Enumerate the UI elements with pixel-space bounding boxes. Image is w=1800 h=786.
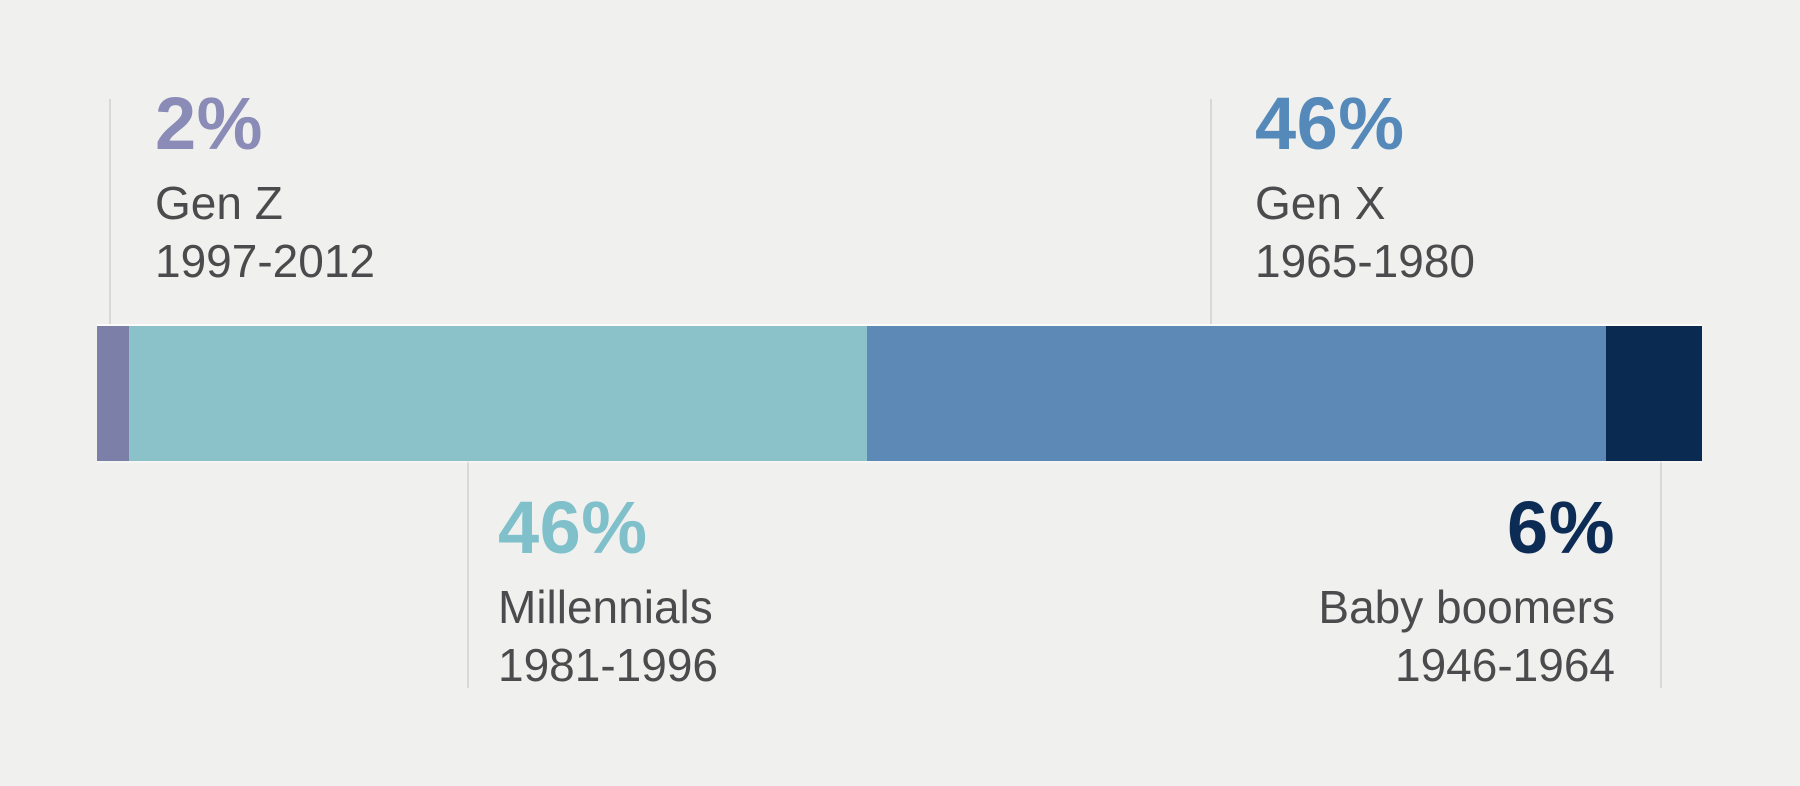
baby-boomers-name: Baby boomers bbox=[1318, 581, 1615, 633]
baby-boomers-years: 1946-1964 bbox=[1395, 639, 1615, 691]
millennials-percentage: 46% bbox=[498, 486, 648, 569]
bar-segment-baby-boomers bbox=[1605, 326, 1702, 461]
genz-connector-line bbox=[109, 99, 111, 326]
genx-label-group: 46% Gen X 1965-1980 bbox=[1255, 84, 1475, 290]
genz-percentage: 2% bbox=[155, 82, 263, 165]
millennials-label-group: 46% Millennials 1981-1996 bbox=[498, 488, 718, 694]
genz-label-group: 2% Gen Z 1997-2012 bbox=[155, 84, 375, 290]
bar-segment-genz bbox=[97, 326, 130, 461]
millennials-connector-line bbox=[467, 461, 469, 688]
bar-segment-genx bbox=[867, 326, 1606, 461]
baby-boomers-connector-line bbox=[1660, 461, 1662, 688]
genx-name: Gen X bbox=[1255, 177, 1386, 229]
baby-boomers-label-group: 6% Baby boomers 1946-1964 bbox=[1318, 488, 1615, 694]
genx-connector-line bbox=[1210, 99, 1212, 326]
stacked-bar bbox=[97, 326, 1702, 461]
bar-segment-millennials bbox=[129, 326, 868, 461]
genx-years: 1965-1980 bbox=[1255, 235, 1475, 287]
genx-percentage: 46% bbox=[1255, 82, 1405, 165]
millennials-years: 1981-1996 bbox=[498, 639, 718, 691]
millennials-name: Millennials bbox=[498, 581, 713, 633]
genz-name: Gen Z bbox=[155, 177, 283, 229]
genz-years: 1997-2012 bbox=[155, 235, 375, 287]
baby-boomers-percentage: 6% bbox=[1507, 486, 1615, 569]
